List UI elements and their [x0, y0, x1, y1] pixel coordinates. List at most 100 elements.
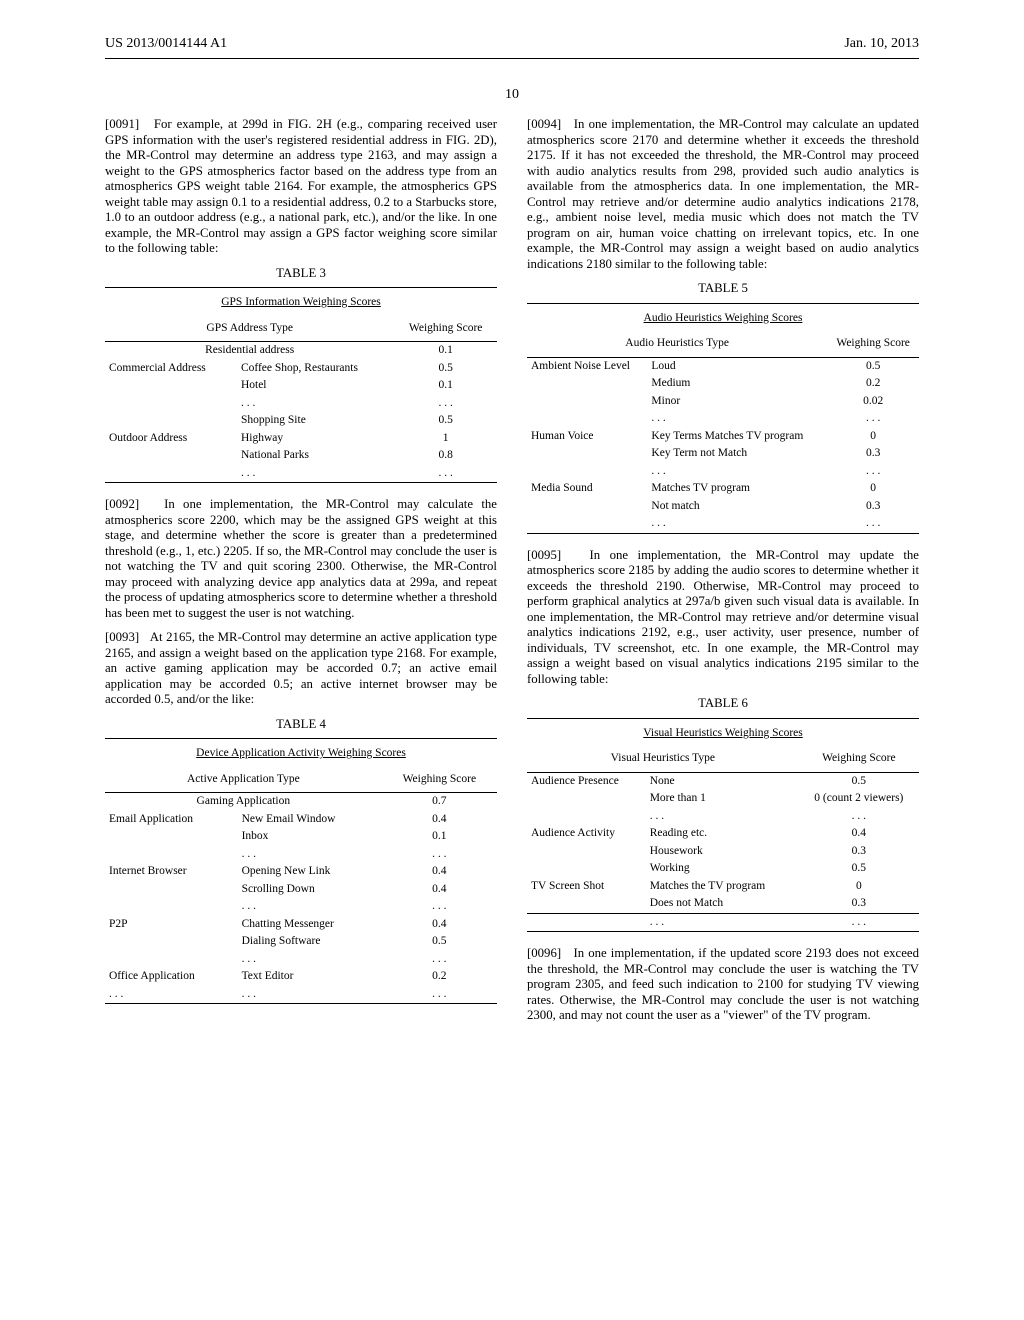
para-num: [0091] — [105, 117, 139, 131]
cell: P2P — [105, 916, 238, 934]
table-title: GPS Information Weighing Scores — [105, 290, 497, 316]
cell: Matches TV program — [647, 480, 827, 498]
cell: 0.4 — [382, 811, 497, 829]
cell: . . . — [382, 898, 497, 916]
cell: Text Editor — [238, 968, 382, 986]
table-row: Human VoiceKey Terms Matches TV program0 — [527, 428, 919, 446]
cell: 1 — [394, 430, 497, 448]
cell: Loud — [647, 357, 827, 375]
cell: . . . — [382, 986, 497, 1004]
cell: . . . — [382, 846, 497, 864]
cell: . . . — [647, 515, 827, 533]
para-num: [0095] — [527, 548, 561, 562]
cell: 0.5 — [799, 772, 919, 790]
cell: Working — [646, 860, 799, 878]
cell: 0.5 — [827, 357, 919, 375]
cell: Hotel — [237, 377, 394, 395]
table-row: . . .. . . — [105, 846, 497, 864]
table-row: Office ApplicationText Editor0.2 — [105, 968, 497, 986]
cell: Shopping Site — [237, 412, 394, 430]
cell: . . . — [394, 395, 497, 413]
cell: 0.1 — [394, 377, 497, 395]
cell: National Parks — [237, 447, 394, 465]
table-row: More than 10 (count 2 viewers) — [527, 790, 919, 808]
table-row: . . .. . . — [105, 465, 497, 483]
cell: 0.5 — [394, 412, 497, 430]
cell: . . . — [647, 463, 827, 481]
cell: Opening New Link — [238, 863, 382, 881]
table-row: Residential address0.1 — [105, 342, 497, 360]
cell: 0.3 — [799, 895, 919, 913]
header-divider — [105, 58, 919, 59]
paragraph: [0092] In one implementation, the MR-Con… — [105, 497, 497, 621]
cell: Outdoor Address — [105, 430, 237, 448]
table-row: . . .. . . — [527, 463, 919, 481]
table-row: . . .. . .. . . — [105, 986, 497, 1004]
cell: . . . — [827, 410, 919, 428]
table-5: Audio Heuristics Weighing Scores Audio H… — [527, 303, 919, 534]
table-header: Weighing Score — [394, 316, 497, 342]
table-title: Device Application Activity Weighing Sco… — [105, 741, 497, 767]
cell: 0.5 — [394, 360, 497, 378]
table-row: Internet BrowserOpening New Link0.4 — [105, 863, 497, 881]
content-area: [0091] For example, at 299d in FIG. 2H (… — [0, 117, 1024, 1033]
cell: More than 1 — [646, 790, 799, 808]
cell: . . . — [647, 410, 827, 428]
cell: . . . — [105, 986, 238, 1004]
table-row: Housework0.3 — [527, 843, 919, 861]
paragraph: [0091] For example, at 299d in FIG. 2H (… — [105, 117, 497, 257]
table-header: GPS Address Type — [105, 316, 394, 342]
cell: Dialing Software — [238, 933, 382, 951]
doc-date: Jan. 10, 2013 — [844, 36, 919, 52]
cell: Coffee Shop, Restaurants — [237, 360, 394, 378]
table-row: Shopping Site0.5 — [105, 412, 497, 430]
paragraph: [0095] In one implementation, the MR-Con… — [527, 548, 919, 688]
table-row: Media SoundMatches TV program0 — [527, 480, 919, 498]
table-row: Working0.5 — [527, 860, 919, 878]
table-row: . . .. . . — [105, 395, 497, 413]
cell: New Email Window — [238, 811, 382, 829]
cell: Media Sound — [527, 480, 647, 498]
cell: Reading etc. — [646, 825, 799, 843]
table-row: . . .. . . — [527, 913, 919, 932]
para-text: In one implementation, the MR-Control ma… — [105, 497, 497, 620]
table-row: Outdoor AddressHighway1 — [105, 430, 497, 448]
table-row: Dialing Software0.5 — [105, 933, 497, 951]
cell: Audience Presence — [527, 772, 646, 790]
cell: 0.4 — [382, 916, 497, 934]
cell: Key Terms Matches TV program — [647, 428, 827, 446]
table-row: Does not Match0.3 — [527, 895, 919, 913]
cell: 0 — [827, 428, 919, 446]
table-row: P2PChatting Messenger0.4 — [105, 916, 497, 934]
table-row: Medium0.2 — [527, 375, 919, 393]
cell: 0.4 — [799, 825, 919, 843]
table-header: Weighing Score — [827, 331, 919, 357]
cell: 0 — [827, 480, 919, 498]
cell: . . . — [827, 463, 919, 481]
cell: 0.2 — [827, 375, 919, 393]
table-label: TABLE 4 — [105, 717, 497, 733]
table-row: Gaming Application0.7 — [105, 793, 497, 811]
cell: 0.3 — [827, 498, 919, 516]
doc-id: US 2013/0014144 A1 — [105, 36, 227, 52]
table-row: . . .. . . — [527, 808, 919, 826]
cell: Not match — [647, 498, 827, 516]
table-row: Key Term not Match0.3 — [527, 445, 919, 463]
table-row: Scrolling Down0.4 — [105, 881, 497, 899]
table-row: National Parks0.8 — [105, 447, 497, 465]
cell: . . . — [827, 515, 919, 533]
cell: Ambient Noise Level — [527, 357, 647, 375]
cell: Residential address — [105, 342, 394, 360]
cell: 0.1 — [394, 342, 497, 360]
table-row: Hotel0.1 — [105, 377, 497, 395]
para-num: [0093] — [105, 630, 139, 644]
cell: . . . — [238, 898, 382, 916]
table-row: Email ApplicationNew Email Window0.4 — [105, 811, 497, 829]
table-row: Not match0.3 — [527, 498, 919, 516]
paragraph: [0096] In one implementation, if the upd… — [527, 946, 919, 1024]
table-header: Audio Heuristics Type — [527, 331, 827, 357]
table-row: Inbox0.1 — [105, 828, 497, 846]
cell: . . . — [238, 986, 382, 1004]
table-label: TABLE 5 — [527, 281, 919, 297]
right-column: [0094] In one implementation, the MR-Con… — [527, 117, 919, 1033]
